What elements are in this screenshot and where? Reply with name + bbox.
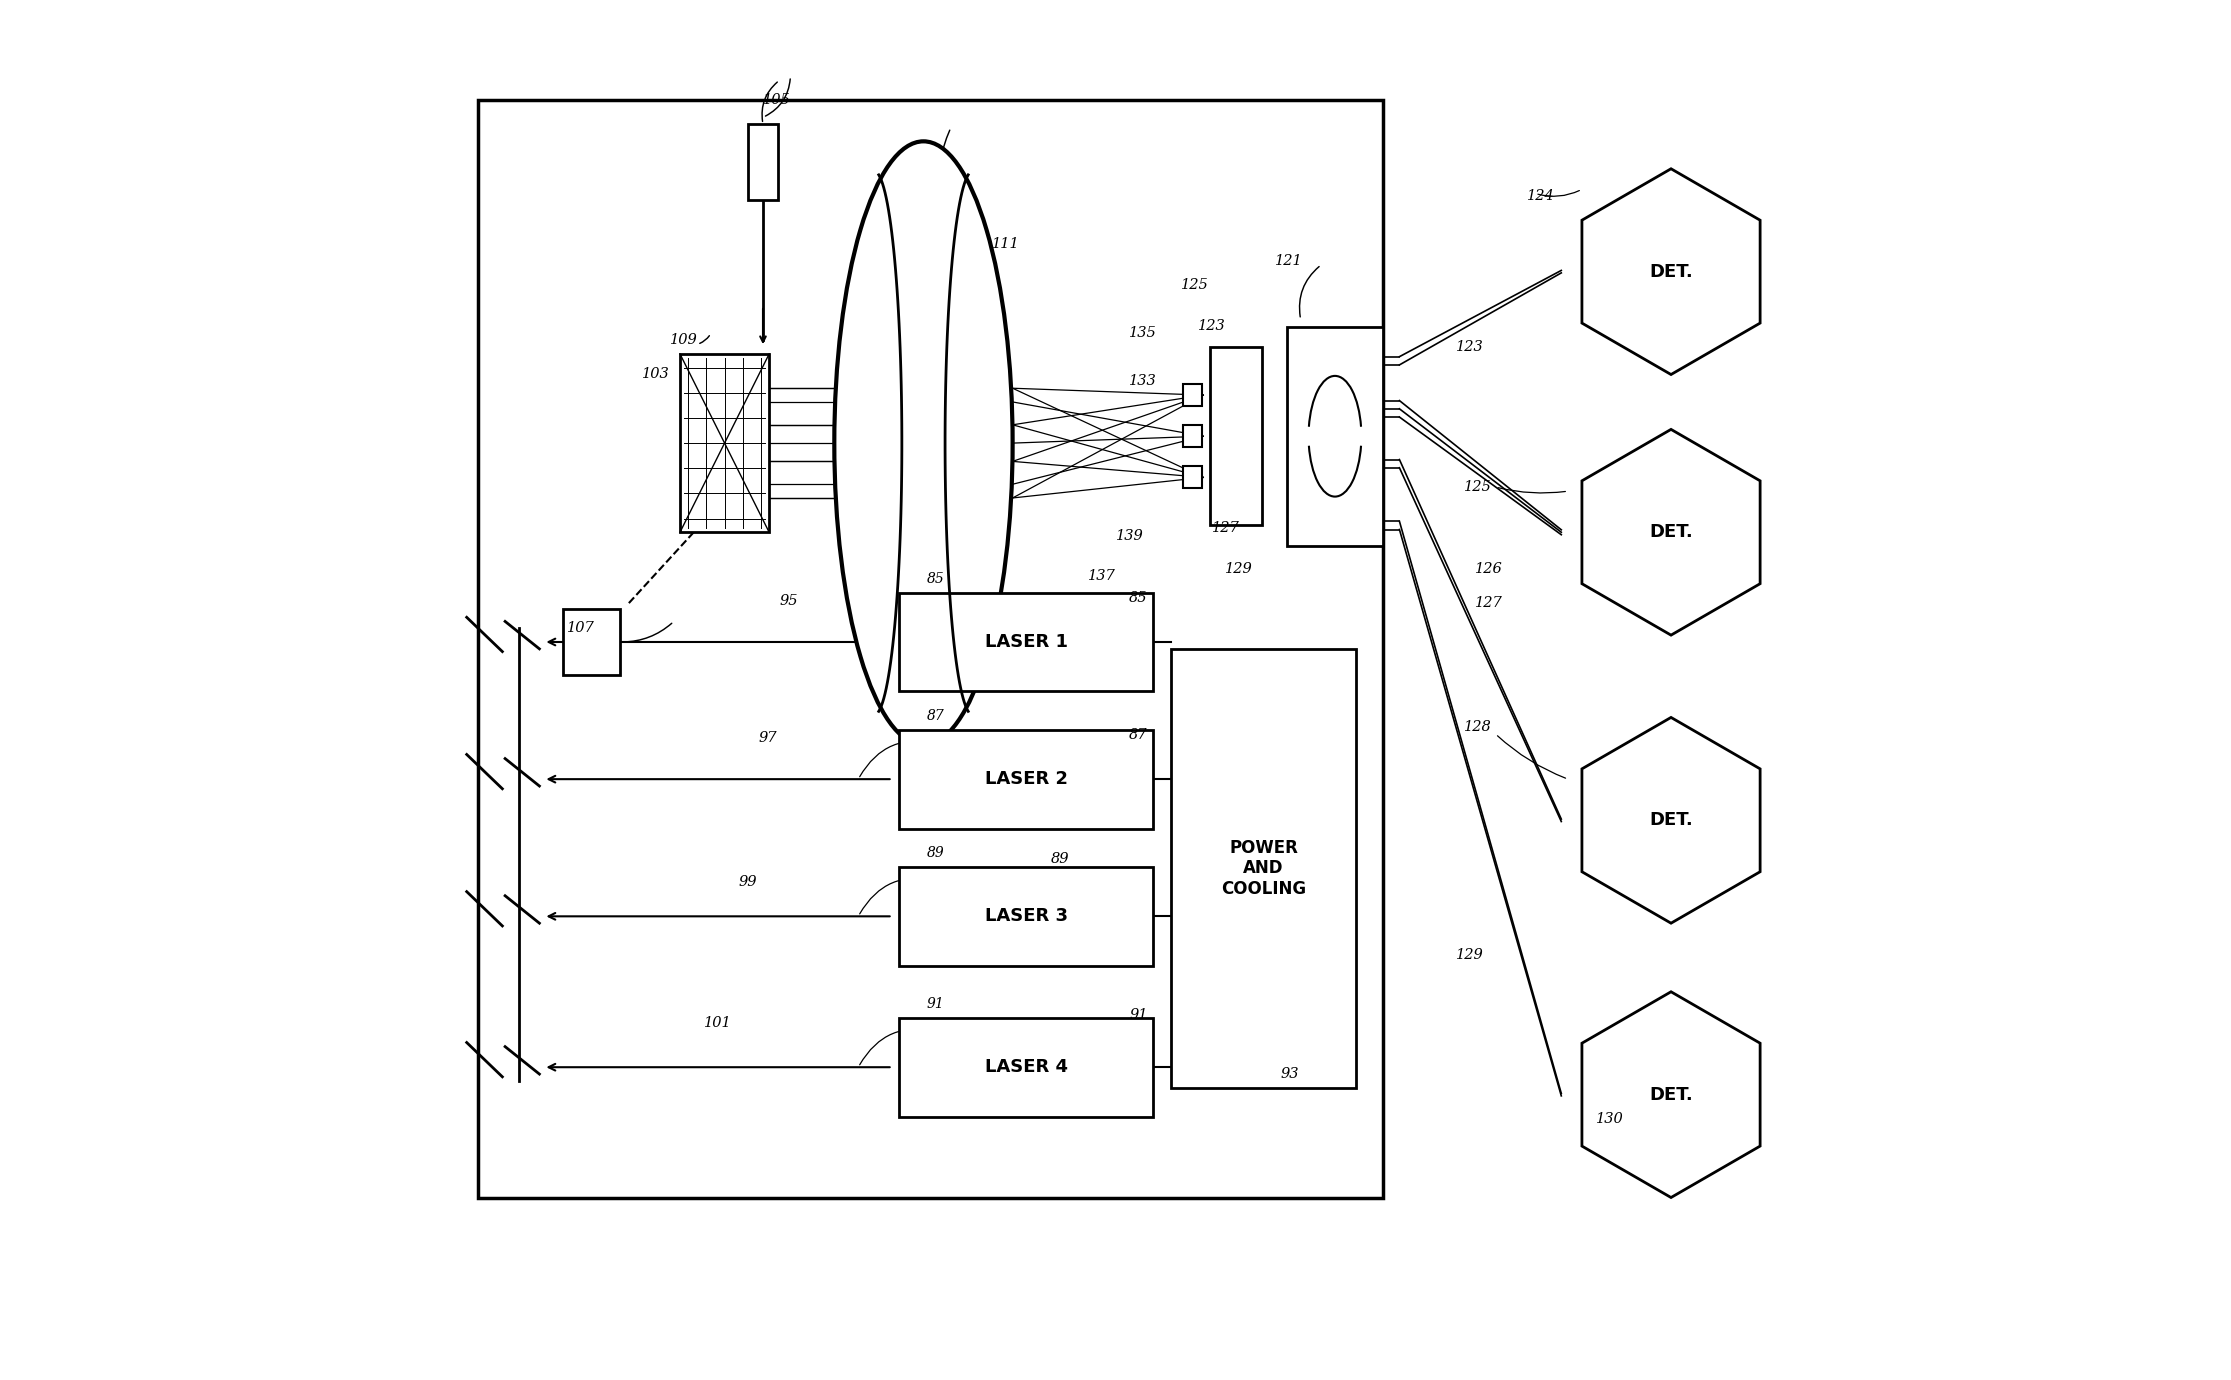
Text: 109: 109 (669, 333, 698, 348)
Text: 89: 89 (926, 846, 944, 860)
Text: 123: 123 (1198, 319, 1225, 334)
Polygon shape (1582, 429, 1760, 635)
Bar (1287, 327, 1383, 546)
Bar (1171, 649, 1356, 1087)
Text: 91: 91 (1129, 1007, 1147, 1023)
Text: 89: 89 (1051, 851, 1069, 865)
Bar (562, 609, 620, 675)
Text: POWER
AND
COOLING: POWER AND COOLING (1220, 839, 1305, 898)
Text: 126: 126 (1475, 562, 1504, 577)
Text: 87: 87 (926, 709, 944, 723)
Text: LASER 3: LASER 3 (984, 907, 1069, 926)
Text: 127: 127 (1211, 522, 1238, 535)
Text: 125: 125 (1464, 480, 1493, 494)
Text: 139: 139 (1116, 530, 1142, 544)
Text: 137: 137 (1089, 569, 1116, 582)
Text: 135: 135 (1129, 326, 1158, 341)
Text: 87: 87 (1129, 729, 1147, 742)
Bar (1182, 425, 1203, 447)
Text: 95: 95 (779, 593, 799, 607)
Text: 128: 128 (1464, 720, 1493, 734)
Bar (747, 124, 779, 200)
Bar (680, 353, 770, 533)
Text: 107: 107 (567, 621, 596, 635)
Text: 105: 105 (763, 92, 790, 108)
Text: 99: 99 (738, 875, 756, 889)
Text: 103: 103 (643, 367, 669, 381)
Text: 129: 129 (1225, 562, 1254, 577)
Bar (1182, 466, 1203, 489)
Text: 121: 121 (1274, 254, 1303, 268)
Text: DET.: DET. (1649, 262, 1693, 280)
Text: DET.: DET. (1649, 811, 1693, 829)
Text: DET.: DET. (1649, 523, 1693, 541)
Text: 97: 97 (759, 731, 776, 745)
Text: LASER 4: LASER 4 (984, 1058, 1069, 1076)
Ellipse shape (834, 141, 1013, 745)
Text: 130: 130 (1595, 1112, 1624, 1126)
Text: 111: 111 (993, 237, 1020, 251)
Text: 125: 125 (1182, 279, 1209, 293)
Polygon shape (1582, 992, 1760, 1198)
Text: 91: 91 (926, 996, 944, 1012)
Text: DET.: DET. (1649, 1086, 1693, 1104)
Text: LASER 1: LASER 1 (984, 633, 1069, 651)
Bar (477, 101, 1383, 1198)
Text: 85: 85 (1129, 591, 1147, 604)
Bar (1182, 384, 1203, 406)
Text: 93: 93 (1281, 1067, 1298, 1081)
Text: LASER 2: LASER 2 (984, 770, 1069, 788)
Bar (1209, 348, 1263, 526)
Bar (899, 592, 1153, 691)
Text: 101: 101 (705, 1016, 732, 1031)
Text: 129: 129 (1455, 948, 1484, 962)
Bar (899, 1018, 1153, 1116)
Text: 123: 123 (1455, 339, 1484, 353)
Polygon shape (1582, 718, 1760, 923)
Text: 85: 85 (926, 571, 944, 585)
Bar (899, 730, 1153, 828)
Text: 124: 124 (1526, 189, 1555, 203)
Polygon shape (1582, 168, 1760, 374)
Bar (899, 867, 1153, 966)
Text: 127: 127 (1475, 596, 1504, 610)
Text: 133: 133 (1129, 374, 1158, 388)
